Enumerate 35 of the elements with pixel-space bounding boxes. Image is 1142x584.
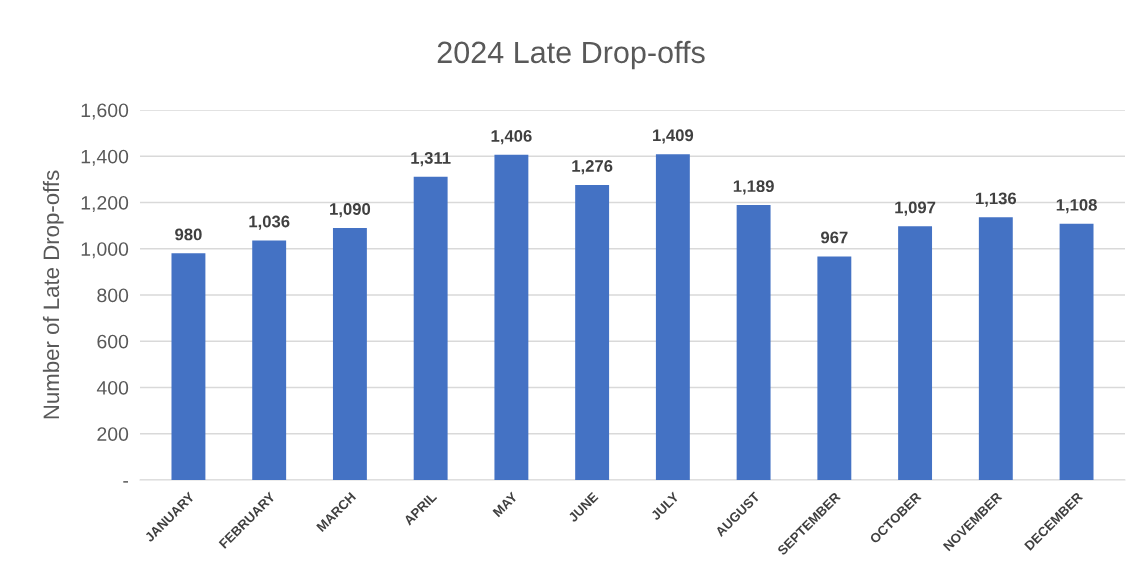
data-label: 1,276 xyxy=(572,160,613,175)
bar xyxy=(252,240,287,480)
y-tick-label: 1,000 xyxy=(81,242,129,259)
y-tick-label: 400 xyxy=(96,380,129,395)
y-tick-label: - xyxy=(123,481,129,483)
bar xyxy=(1059,223,1094,480)
bar xyxy=(332,227,367,480)
chart-title: 2024 Late Drop-offs xyxy=(437,40,705,70)
data-label: 1,108 xyxy=(1056,198,1097,214)
data-label: 1,189 xyxy=(733,180,774,195)
y-tick-label: 1,400 xyxy=(81,149,129,166)
bar xyxy=(171,253,206,480)
bar xyxy=(898,226,933,480)
data-label: 1,136 xyxy=(976,192,1017,207)
y-axis-title: Number of Late Drop-offs xyxy=(42,170,64,419)
y-tick-label: 1,200 xyxy=(81,195,129,213)
data-label: 1,409 xyxy=(653,129,694,144)
data-label: 967 xyxy=(821,231,848,244)
y-tick-label: 1,600 xyxy=(81,103,129,120)
y-tick-label: 800 xyxy=(97,288,129,303)
bar xyxy=(413,176,448,480)
bar xyxy=(736,205,771,480)
data-label: 1,090 xyxy=(330,203,371,218)
data-label: 980 xyxy=(175,228,202,241)
bar xyxy=(494,154,529,480)
y-tick-label: 200 xyxy=(97,427,129,441)
bar xyxy=(978,217,1013,480)
bar xyxy=(817,256,852,480)
data-label: 1,036 xyxy=(249,215,290,230)
data-label: 1,406 xyxy=(491,130,532,145)
y-tick-label: 600 xyxy=(97,334,129,349)
data-label: 1,311 xyxy=(411,152,451,167)
bar xyxy=(655,154,690,480)
bar xyxy=(575,184,610,480)
data-label: 1,097 xyxy=(895,201,936,216)
